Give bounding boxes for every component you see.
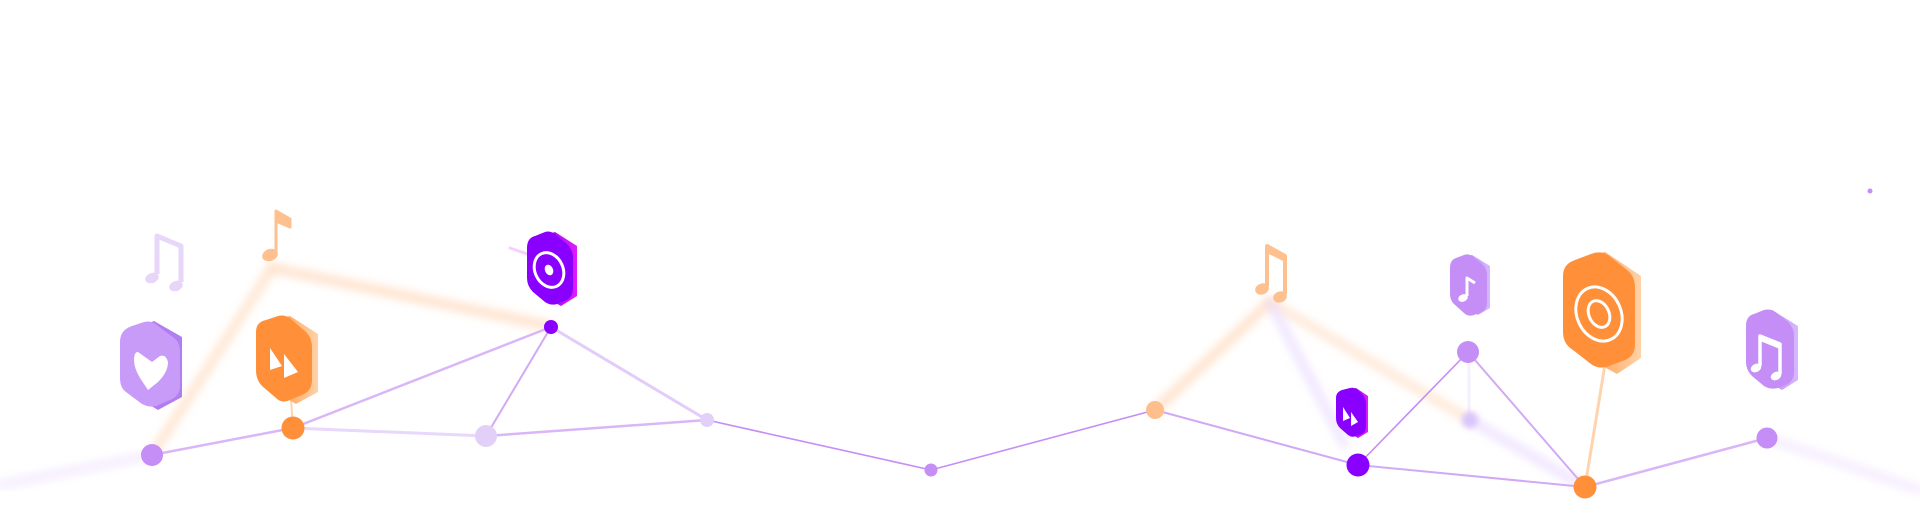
disc-tile-icon xyxy=(527,232,577,307)
node xyxy=(1757,428,1778,449)
double-note-tile-icon xyxy=(1746,310,1798,391)
node xyxy=(1146,401,1164,419)
node xyxy=(700,413,714,427)
double-music-note-icon xyxy=(1254,246,1289,305)
node xyxy=(925,464,938,477)
node xyxy=(141,444,163,466)
music-note-icon xyxy=(260,211,290,263)
play-tile-icon xyxy=(256,316,318,405)
node xyxy=(1574,476,1597,499)
node xyxy=(282,417,305,440)
heart-tile-icon xyxy=(120,321,182,410)
node xyxy=(1347,454,1370,477)
note-tile-icon xyxy=(1450,254,1490,315)
node xyxy=(1457,341,1479,363)
small-play-tile-icon xyxy=(1336,388,1368,438)
double-music-note-icon xyxy=(144,236,185,293)
speaker-tile-icon xyxy=(1563,252,1641,374)
node xyxy=(1868,189,1873,194)
node xyxy=(1462,412,1478,428)
node xyxy=(475,425,497,447)
node xyxy=(544,320,558,334)
